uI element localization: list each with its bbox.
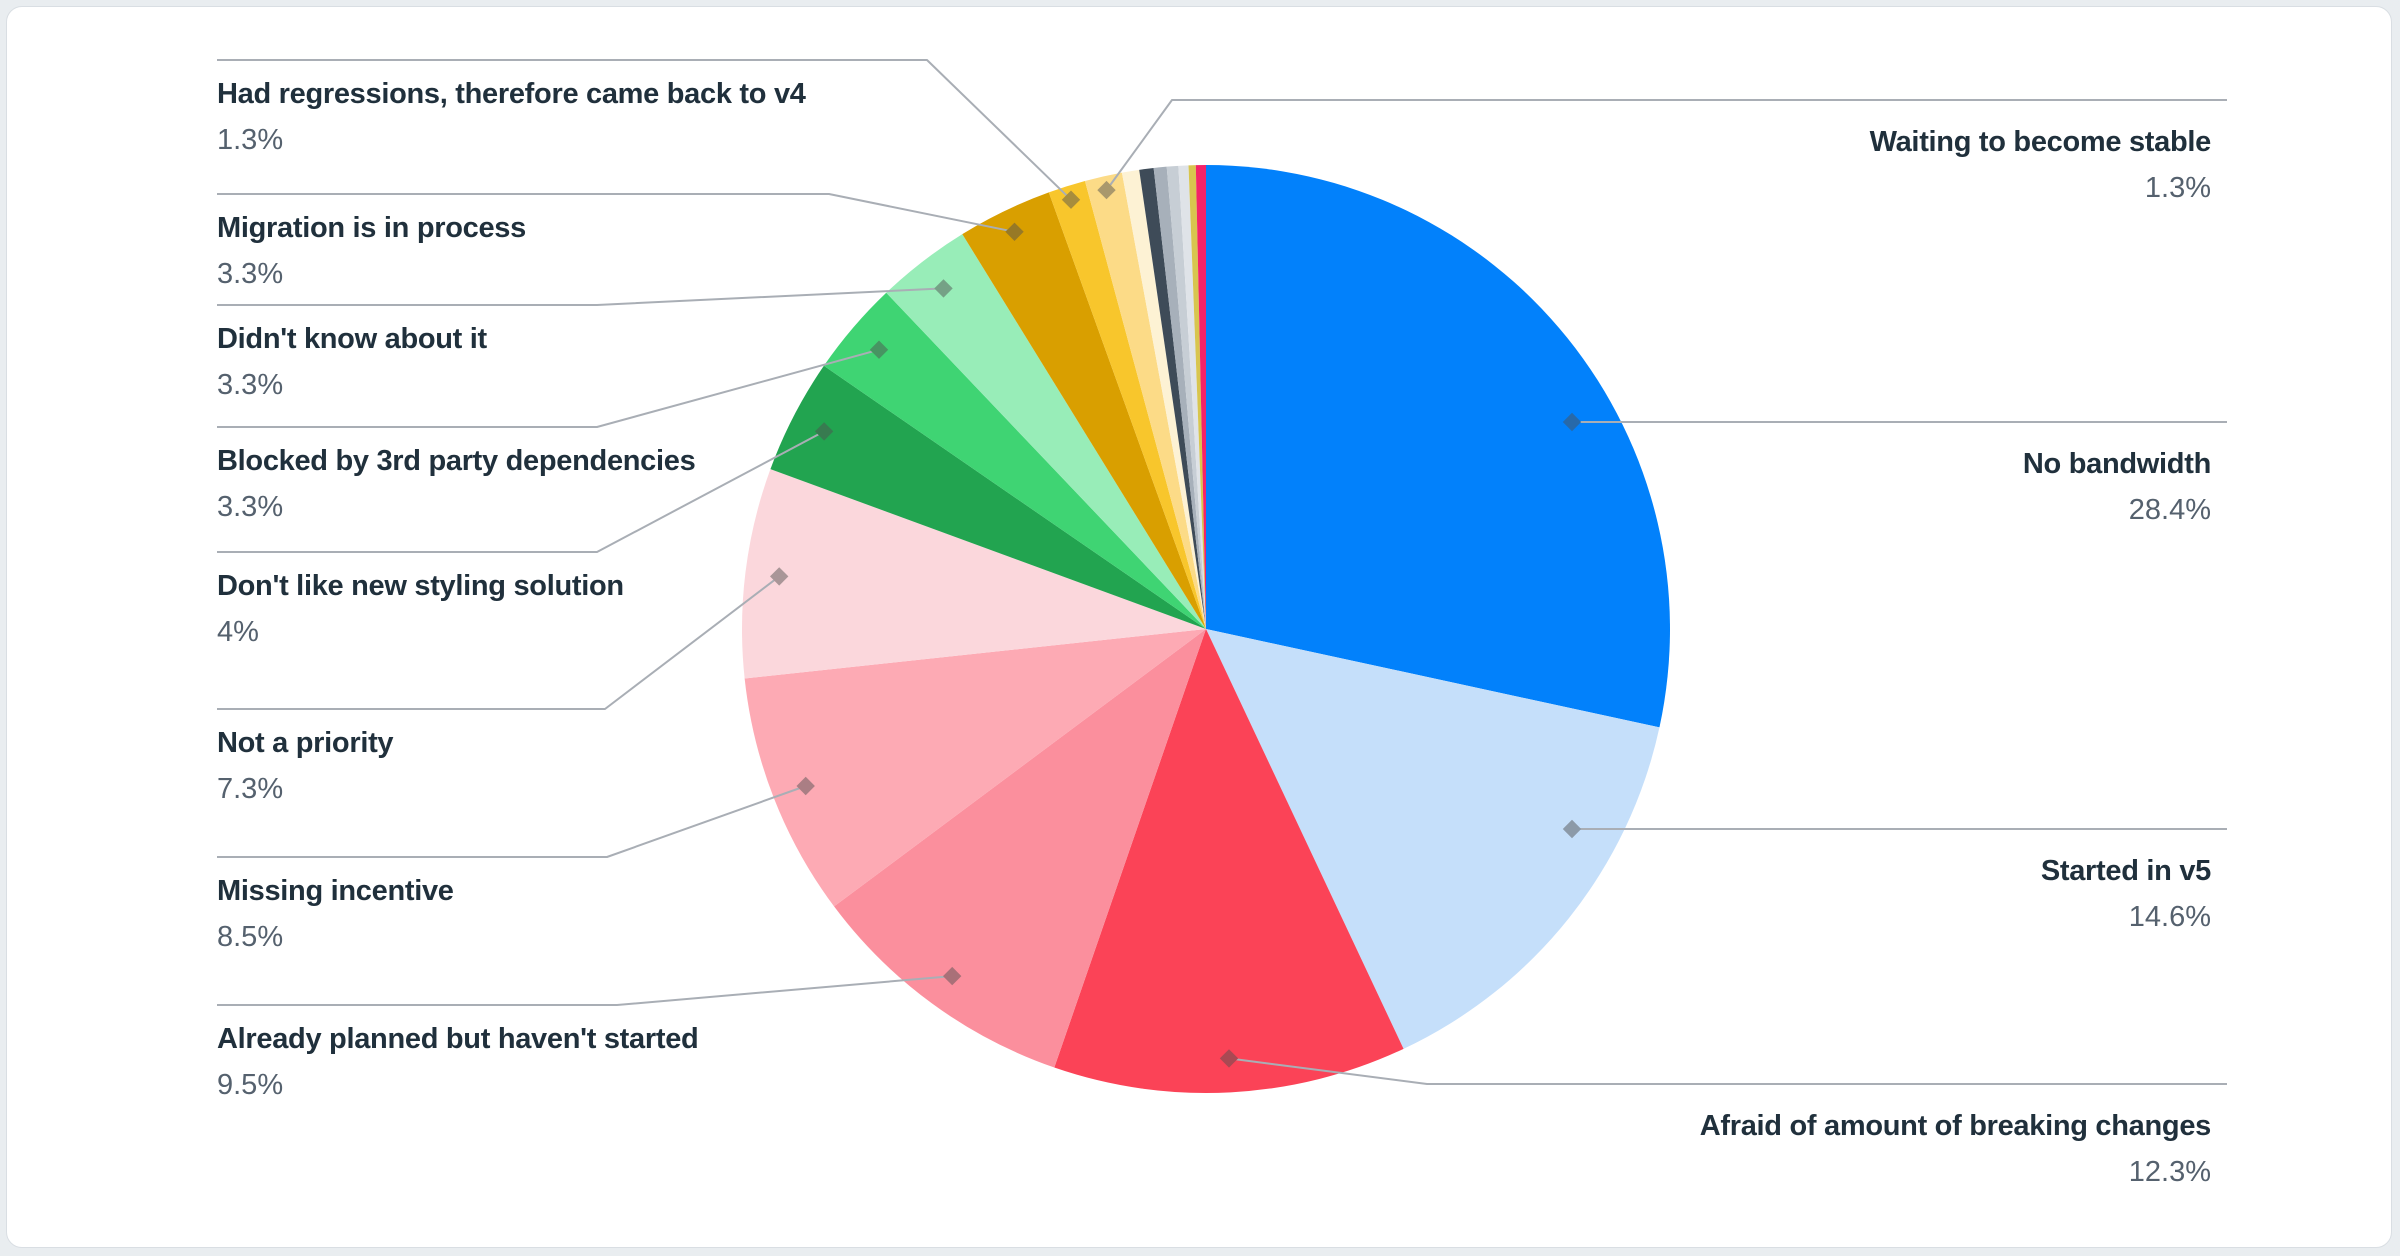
slice-label: Missing incentive 8.5% <box>217 875 454 954</box>
slice-label: Waiting to become stable 1.3% <box>1869 126 2212 205</box>
pie-slice[interactable] <box>1166 165 1206 629</box>
leader-line <box>217 785 807 858</box>
leader-line <box>1228 1057 2227 1085</box>
leader-marker-diamond <box>796 776 815 796</box>
leader-line <box>217 59 1072 201</box>
chart-card: No bandwidth 28.4% Started in v5 14.6% Afrai… <box>6 6 2392 1248</box>
pie-slice[interactable] <box>1054 629 1404 1094</box>
pie-slice[interactable] <box>1188 165 1206 630</box>
slice-label-title: Afraid of amount of breaking changes <box>1699 1110 2212 1142</box>
pie-slice[interactable] <box>1178 165 1206 629</box>
slice-label: Afraid of amount of breaking changes 12.3… <box>1699 1110 2212 1189</box>
leader-marker-diamond <box>1005 222 1024 241</box>
slice-label: Started in v5 14.6% <box>2041 855 2211 934</box>
slice-label-percent: 3.3% <box>217 258 284 290</box>
slice-label-percent: 7.3% <box>217 773 284 805</box>
pie-chart <box>217 59 2227 1094</box>
leader-line <box>217 430 825 553</box>
slice-label-percent: 12.3% <box>2128 1156 2211 1188</box>
pie-slice[interactable] <box>1048 181 1206 629</box>
slice-label-title: Started in v5 <box>2040 855 2211 887</box>
slice-label: Don't like new styling solution 4% <box>217 570 624 649</box>
leader-line <box>217 193 1015 233</box>
leader-line <box>217 287 944 306</box>
slice-label: Not a priority 7.3% <box>217 727 394 806</box>
pie-slice[interactable] <box>886 234 1206 629</box>
slice-label-percent: 8.5% <box>217 921 284 953</box>
slice-label-title: Waiting to become stable <box>1869 126 2212 158</box>
slice-label: Had regressions, therefore came back to … <box>217 78 806 157</box>
leader-marker-diamond <box>1562 819 1582 839</box>
leader-marker-diamond <box>770 567 789 586</box>
leader-line <box>1105 99 2227 191</box>
pie-slice[interactable] <box>741 469 1206 679</box>
leader-marker-diamond <box>943 966 962 986</box>
slice-label-percent: 28.4% <box>2128 494 2211 526</box>
slice-label: Didn't know about it 3.3% <box>217 323 487 402</box>
pie-chart-container: No bandwidth 28.4% Started in v5 14.6% Afrai… <box>7 7 2391 1247</box>
leader-marker-diamond <box>934 279 953 298</box>
slice-label: Blocked by 3rd party dependencies 3.3% <box>217 445 696 524</box>
pie-slice[interactable] <box>834 629 1206 1068</box>
pie-slice[interactable] <box>962 192 1206 629</box>
slice-label: Migration is in process 3.3% <box>217 212 526 291</box>
slice-label-title: Don't like new styling solution <box>217 570 624 602</box>
pie-slice[interactable] <box>1206 165 1670 728</box>
slice-label-percent: 1.3% <box>217 124 284 156</box>
slice-label-title: Had regressions, therefore came back to … <box>217 78 806 110</box>
leader-marker-diamond <box>869 340 889 359</box>
slice-label-title: Blocked by 3rd party dependencies <box>217 445 696 477</box>
leader-marker-diamond <box>1562 412 1582 432</box>
leader-marker-diamond <box>1219 1049 1239 1068</box>
slice-label-title: Migration is in process <box>217 212 526 244</box>
pie-slice[interactable] <box>1153 166 1206 630</box>
pie-slice[interactable] <box>1195 165 1206 629</box>
leader-line <box>217 575 780 710</box>
slice-label: No bandwidth 28.4% <box>2023 448 2211 527</box>
leader-line <box>217 975 953 1006</box>
slice-label-percent: 3.3% <box>217 369 284 401</box>
pie-slice[interactable] <box>770 365 1206 629</box>
leader-line <box>217 348 880 428</box>
leader-marker-diamond <box>1061 190 1081 209</box>
slice-label-title: Not a priority <box>217 727 394 759</box>
slice-label-title: Didn't know about it <box>217 323 487 355</box>
leader-marker-diamond <box>814 422 834 441</box>
pie-slice[interactable] <box>1121 169 1206 629</box>
slice-label-title: Missing incentive <box>217 875 454 907</box>
slice-label-percent: 14.6% <box>2128 901 2211 933</box>
slice-label-title: No bandwidth <box>2022 448 2211 480</box>
slice-label-title: Already planned but haven't started <box>217 1023 699 1055</box>
slice-label-percent: 3.3% <box>217 491 284 523</box>
pie-slice[interactable] <box>823 292 1206 629</box>
pie-slice[interactable] <box>1084 172 1206 629</box>
pie-slice[interactable] <box>1206 629 1660 1049</box>
pie-slice[interactable] <box>1139 167 1206 629</box>
slice-label-percent: 4% <box>217 616 259 648</box>
slice-label: Already planned but haven't started 9.5% <box>217 1023 699 1102</box>
slice-label-percent: 1.3% <box>2144 172 2211 204</box>
pie-slice[interactable] <box>744 629 1206 907</box>
slice-label-percent: 9.5% <box>217 1069 284 1101</box>
leader-marker-diamond <box>1097 180 1116 200</box>
